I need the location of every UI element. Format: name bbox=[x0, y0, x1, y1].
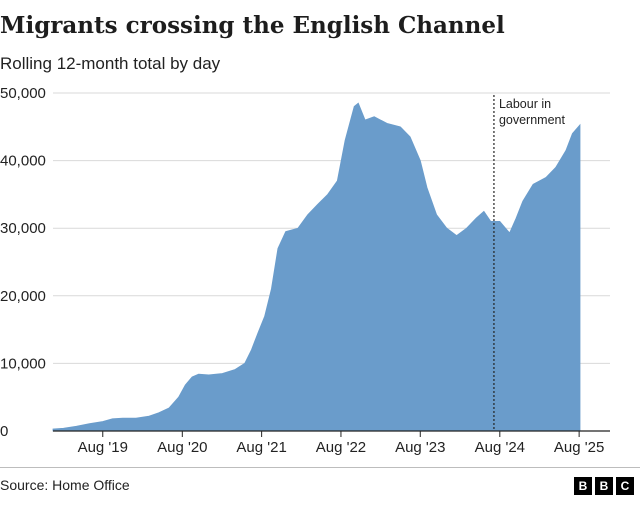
annotation-label: Labour in bbox=[499, 97, 551, 111]
area-series bbox=[52, 102, 581, 432]
x-tick-label: Aug '19 bbox=[78, 439, 128, 456]
area-chart: 0 10,000 20,000 30,000 40,000 50,000 Aug '19 Au… bbox=[0, 85, 610, 456]
bbc-logo-letter: B bbox=[595, 477, 613, 495]
x-tick-label: Aug '20 bbox=[157, 439, 207, 456]
y-tick-label: 10,000 bbox=[0, 355, 46, 372]
x-tick-label: Aug '22 bbox=[316, 439, 366, 456]
x-tick-label: Aug '24 bbox=[475, 439, 525, 456]
chart-title: Migrants crossing the English Channel bbox=[0, 12, 505, 39]
x-tick-label: Aug '23 bbox=[395, 439, 445, 456]
source-note: Source: Home Office bbox=[0, 477, 130, 493]
y-tick-label: 20,000 bbox=[0, 288, 46, 305]
y-tick-label: 0 bbox=[0, 423, 8, 440]
y-tick-label: 40,000 bbox=[0, 153, 46, 170]
x-tick-label: Aug '25 bbox=[554, 439, 604, 456]
y-tick-label: 30,000 bbox=[0, 220, 46, 237]
bbc-logo: B B C bbox=[574, 477, 634, 495]
chart-subtitle: Rolling 12-month total by day bbox=[0, 54, 221, 73]
bbc-logo-letter: B bbox=[574, 477, 592, 495]
bbc-logo-letter: C bbox=[616, 477, 634, 495]
x-tick-label: Aug '21 bbox=[236, 439, 286, 456]
y-tick-label: 50,000 bbox=[0, 85, 46, 102]
annotation-label: government bbox=[499, 113, 566, 127]
footer-divider bbox=[0, 467, 640, 468]
